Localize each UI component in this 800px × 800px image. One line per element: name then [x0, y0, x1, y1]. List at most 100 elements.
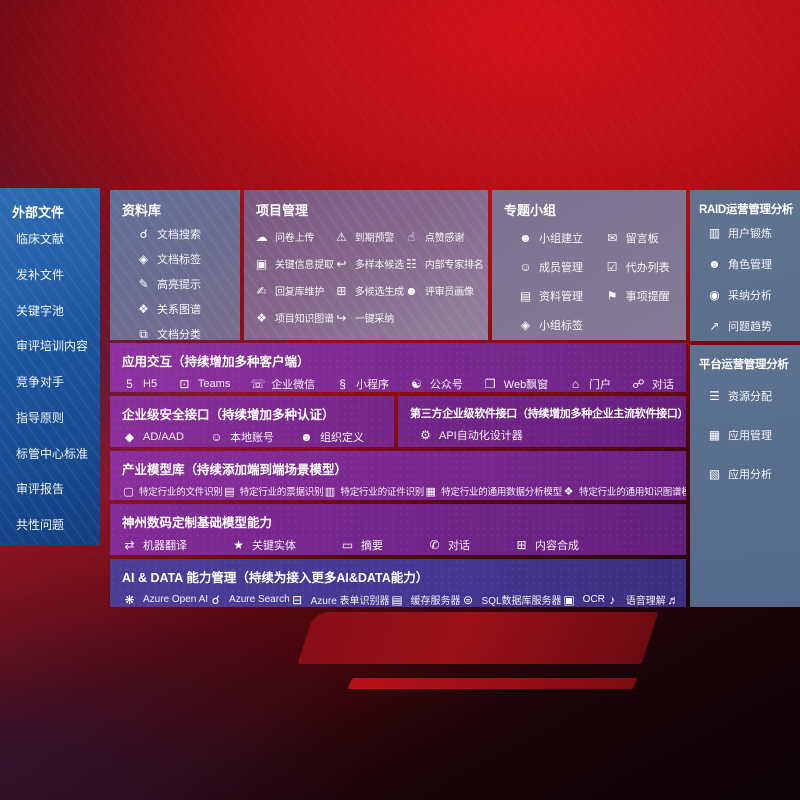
feature-item: ☑ 代办列表	[605, 259, 682, 275]
item-label: 机器翻译	[143, 540, 187, 552]
auth-item: ☻ 组织定义	[299, 429, 364, 445]
client-item: ☯ 公众号	[409, 376, 463, 392]
feature-item: ❖ 项目知识图谱	[254, 310, 334, 326]
sidebar-item: 竞争对手	[16, 373, 98, 390]
feature-item: ✍ 回复库维护	[254, 283, 334, 299]
topic-groups-items: ☻ 小组建立 ✉ 留言板 ☺ 成员管理 ☑ 代办列表	[492, 224, 686, 333]
client-item: ⊡ Teams	[177, 377, 230, 391]
ai-service-item: ♬ TTS	[666, 593, 686, 607]
row-title: AI & DATA 能力管理（持续为接入更多AI&DATA能力）	[122, 571, 429, 585]
item-label: Azure Open AI	[143, 594, 209, 605]
info-extract-icon: ▣	[255, 256, 268, 271]
ai-service-item: ❋ Azure Open AI	[122, 593, 208, 607]
ad-aad-icon: ◆	[124, 430, 135, 444]
base-model-capability-row: 神州数码定制基础模型能力 ⇄ 机器翻译 ★ 关键实体 ▭ 摘要	[110, 504, 686, 555]
item-label: 小程序	[356, 379, 390, 391]
capability-item: ⇄ 机器翻译	[122, 537, 187, 553]
ai-service-item: ♪ 语音理解	[605, 592, 666, 608]
tag-icon: ◈	[138, 252, 149, 266]
item-label: 临床文献	[16, 232, 65, 246]
sidebar-item: 临床文献	[16, 230, 98, 247]
data-model-icon: ▦	[425, 485, 436, 498]
feature-item: ▥ 用户锻炼	[707, 225, 800, 241]
bell-icon: ⚑	[606, 289, 618, 303]
auth-item: ☺ 本地账号	[209, 429, 274, 445]
item-label: 竞争对手	[16, 375, 65, 389]
item-label: 关键字池	[16, 303, 65, 318]
item-label: 多候选生成	[354, 287, 404, 298]
archive-icon: ▤	[519, 289, 532, 303]
ai-service-item: ▣ OCR	[562, 593, 605, 607]
ai-service-item: ▤ 缓存服务器	[390, 592, 460, 608]
row-title: 第三方企业级软件接口（持续增加多种企业主流软件接口）	[410, 408, 686, 420]
client-item: ❐ Web飘窗	[483, 376, 548, 392]
sidebar-item: 标管中心标准	[16, 445, 98, 462]
project-management-panel: 项目管理 ☁ 问卷上传 ⚠ 到期预警 ☝ 点赞感谢 ▣	[244, 190, 488, 340]
ai-data-items: ❋ Azure Open AI ☌ Azure Search ⊟ Azure 表…	[110, 589, 686, 608]
item-label: 小组建立	[539, 233, 583, 245]
item-label: 点赞感谢	[424, 233, 465, 244]
app-interaction-items: 5 H5 ⊡ Teams ☏ 企业微信 § 小程序	[110, 373, 686, 392]
feature-item: ↩ 多样本候选	[334, 256, 404, 272]
feature-item: ❖ 关系图谱	[136, 301, 240, 317]
row-title: 神州数码定制基础模型能力	[122, 516, 273, 530]
item-label: 对话	[651, 379, 674, 391]
reply-arrow-icon: ↩	[336, 256, 347, 271]
item-label: Azure 表单识别器	[310, 596, 390, 607]
base-model-items: ⇄ 机器翻译 ★ 关键实体 ▭ 摘要 ✆ 对话	[110, 534, 686, 553]
item-label: 本地账号	[229, 432, 274, 444]
app-chart-icon: ▧	[708, 467, 721, 481]
sidebar-item: 审评培训内容	[16, 337, 98, 354]
person-icon: ☻	[405, 283, 418, 298]
item-label: 特定行业的文件识别	[139, 487, 223, 498]
item-label: H5	[143, 378, 158, 390]
client-item: ☏ 企业微信	[250, 376, 315, 392]
sidebar-item: 审评报告	[16, 480, 98, 497]
feature-item: ⊞ 多候选生成	[334, 283, 404, 299]
enterprise-security-items: ◆ AD/AAD ☺ 本地账号 ☻ 组织定义	[110, 426, 394, 445]
app-grid-icon: ▦	[708, 428, 721, 442]
item-label: 关键信息提取	[275, 260, 334, 271]
capability-item: ✆ 对话	[427, 537, 470, 553]
item-label: 门户	[589, 379, 612, 391]
raid-analytics-items: ▥ 用户锻炼 ☻ 角色管理 ◉ 采纳分析 ↗ 问题趋势	[690, 223, 800, 334]
item-label: 项目知识图谱	[275, 314, 334, 325]
item-label: 一键采纳	[354, 314, 395, 325]
external-files-list: 临床文献 发补文件 关键字池 审评培训内容 竞争对手	[16, 230, 98, 533]
feature-item: ☰ 资源分配	[707, 388, 800, 404]
item-label: 组织定义	[319, 432, 364, 444]
speech-icon: ♪	[609, 592, 616, 607]
role-people-icon: ☻	[708, 257, 721, 271]
bbs-icon: ✉	[607, 231, 618, 245]
item-label: 发补文件	[16, 267, 65, 282]
item-label: 审评报告	[16, 482, 65, 497]
panel-title: 资料库	[122, 203, 162, 218]
capability-item: ★ 关键实体	[231, 537, 296, 553]
item-label: 特定行业的证件识别	[340, 487, 425, 498]
user-card-icon: ▥	[708, 226, 721, 240]
item-label: OCR	[582, 594, 605, 605]
feature-item: ☝ 点赞感谢	[404, 229, 484, 245]
item-label: 应用管理	[728, 430, 772, 442]
idcard-recog-icon: ▥	[324, 485, 335, 498]
portal-icon: ⌂	[571, 377, 580, 391]
item-label: 留言板	[625, 233, 659, 245]
background-laptop-shape	[297, 612, 659, 664]
client-item: ⌂ 门户	[568, 376, 611, 392]
item-label: Teams	[197, 378, 231, 390]
item-label: 特定行业的通用数据分析模型	[441, 487, 563, 498]
feature-item: ⧉ 文档分类	[136, 326, 240, 341]
third-party-software-row: 第三方企业级软件接口（持续增加多种企业主流软件接口） ⚙ API自动化设计器	[398, 396, 686, 447]
item-label: 问卷上传	[275, 233, 315, 244]
item-label: 资料管理	[539, 291, 583, 303]
item-label: 文档分类	[157, 329, 201, 340]
model-item: ▦ 特定行业的通用数据分析模型	[424, 484, 563, 499]
member-add-icon: ☺	[519, 260, 532, 274]
form-recognizer-icon: ⊟	[292, 592, 303, 607]
model-item: ❖ 特定行业的通用知识图谱模型	[562, 484, 686, 499]
item-label: 高亮提示	[157, 279, 201, 291]
topic-groups-panel: 专题小组 ☻ 小组建立 ✉ 留言板 ☺ 成员管理 ☑	[492, 190, 686, 340]
item-label: 对话	[448, 540, 470, 552]
item-label: 文档标签	[157, 254, 201, 266]
